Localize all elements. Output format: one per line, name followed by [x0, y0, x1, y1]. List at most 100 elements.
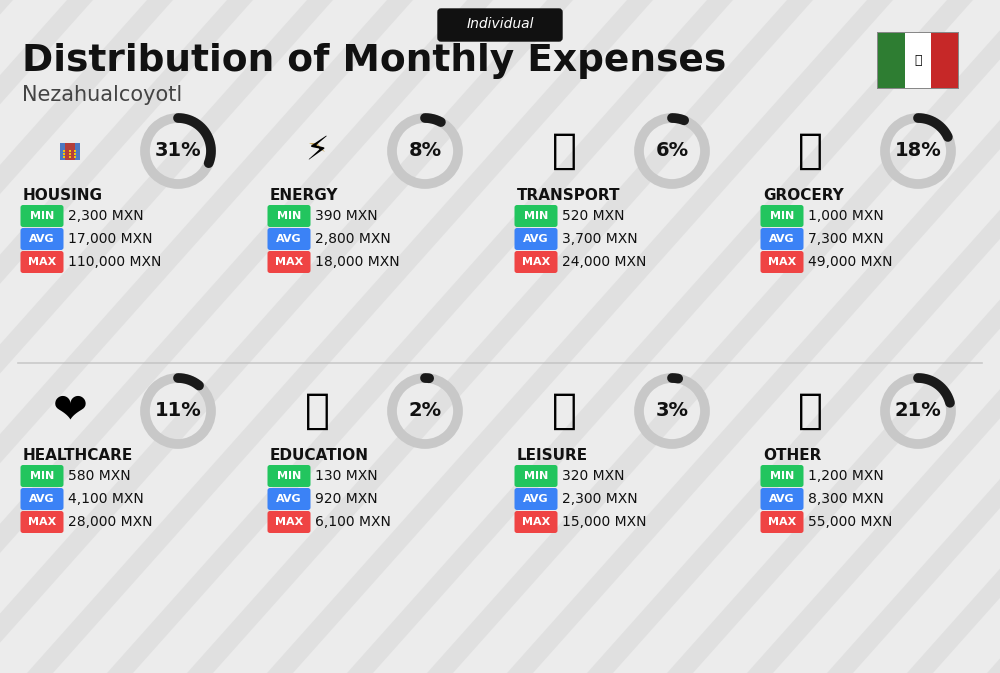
FancyBboxPatch shape [268, 205, 310, 227]
FancyBboxPatch shape [514, 465, 558, 487]
Text: MIN: MIN [30, 211, 54, 221]
FancyBboxPatch shape [63, 155, 65, 158]
Text: 31%: 31% [155, 141, 201, 160]
Text: HOUSING: HOUSING [23, 188, 103, 203]
Text: 2%: 2% [408, 402, 442, 421]
Text: MAX: MAX [275, 517, 303, 527]
Text: 17,000 MXN: 17,000 MXN [68, 232, 152, 246]
Text: 🛒: 🛒 [798, 130, 822, 172]
Text: 15,000 MXN: 15,000 MXN [562, 515, 646, 529]
FancyBboxPatch shape [74, 149, 76, 152]
Text: OTHER: OTHER [763, 448, 821, 464]
Text: MAX: MAX [275, 257, 303, 267]
Text: MAX: MAX [28, 257, 56, 267]
Text: Distribution of Monthly Expenses: Distribution of Monthly Expenses [22, 43, 726, 79]
FancyBboxPatch shape [905, 33, 931, 88]
Text: 18,000 MXN: 18,000 MXN [315, 255, 400, 269]
FancyBboxPatch shape [69, 149, 71, 152]
FancyBboxPatch shape [69, 155, 71, 158]
Text: MIN: MIN [524, 211, 548, 221]
Text: 4,100 MXN: 4,100 MXN [68, 492, 144, 506]
Text: LEISURE: LEISURE [517, 448, 588, 464]
Text: AVG: AVG [769, 494, 795, 504]
FancyBboxPatch shape [74, 153, 76, 155]
FancyBboxPatch shape [514, 511, 558, 533]
Text: MAX: MAX [522, 517, 550, 527]
Text: MIN: MIN [277, 211, 301, 221]
Text: 1,000 MXN: 1,000 MXN [808, 209, 884, 223]
Text: 580 MXN: 580 MXN [68, 469, 131, 483]
Text: AVG: AVG [29, 234, 55, 244]
Text: 2,800 MXN: 2,800 MXN [315, 232, 391, 246]
FancyBboxPatch shape [438, 9, 562, 41]
FancyBboxPatch shape [268, 511, 310, 533]
FancyBboxPatch shape [268, 488, 310, 510]
Text: ❤️: ❤️ [53, 390, 87, 432]
Text: 3%: 3% [656, 402, 688, 421]
Text: ENERGY: ENERGY [270, 188, 338, 203]
Text: AVG: AVG [769, 234, 795, 244]
Text: 7,300 MXN: 7,300 MXN [808, 232, 884, 246]
FancyBboxPatch shape [931, 33, 958, 88]
Text: 49,000 MXN: 49,000 MXN [808, 255, 893, 269]
Text: 2,300 MXN: 2,300 MXN [562, 492, 638, 506]
Text: 8%: 8% [408, 141, 442, 160]
Text: ⚡: ⚡ [305, 133, 329, 166]
FancyBboxPatch shape [268, 251, 310, 273]
FancyBboxPatch shape [761, 251, 804, 273]
Text: EDUCATION: EDUCATION [270, 448, 369, 464]
Text: Individual: Individual [466, 17, 534, 32]
Text: 920 MXN: 920 MXN [315, 492, 378, 506]
FancyBboxPatch shape [20, 511, 64, 533]
Text: 24,000 MXN: 24,000 MXN [562, 255, 646, 269]
FancyBboxPatch shape [514, 228, 558, 250]
Text: MAX: MAX [768, 257, 796, 267]
Text: MIN: MIN [524, 471, 548, 481]
Text: MAX: MAX [768, 517, 796, 527]
Text: 130 MXN: 130 MXN [315, 469, 378, 483]
Text: AVG: AVG [276, 494, 302, 504]
Text: 1,200 MXN: 1,200 MXN [808, 469, 884, 483]
FancyBboxPatch shape [268, 465, 310, 487]
Text: MIN: MIN [277, 471, 301, 481]
Polygon shape [309, 143, 325, 152]
FancyBboxPatch shape [514, 205, 558, 227]
FancyBboxPatch shape [877, 32, 959, 89]
FancyBboxPatch shape [761, 465, 804, 487]
Text: 55,000 MXN: 55,000 MXN [808, 515, 892, 529]
FancyBboxPatch shape [63, 153, 65, 155]
Text: MAX: MAX [522, 257, 550, 267]
Text: AVG: AVG [523, 234, 549, 244]
FancyBboxPatch shape [20, 205, 64, 227]
Text: AVG: AVG [276, 234, 302, 244]
FancyBboxPatch shape [63, 149, 65, 152]
Text: 28,000 MXN: 28,000 MXN [68, 515, 152, 529]
FancyBboxPatch shape [514, 251, 558, 273]
Text: AVG: AVG [29, 494, 55, 504]
FancyBboxPatch shape [20, 488, 64, 510]
FancyBboxPatch shape [878, 33, 905, 88]
Text: 3,700 MXN: 3,700 MXN [562, 232, 638, 246]
FancyBboxPatch shape [761, 488, 804, 510]
Text: 390 MXN: 390 MXN [315, 209, 378, 223]
Text: 🚌: 🚌 [552, 130, 576, 172]
FancyBboxPatch shape [69, 153, 71, 155]
Text: 11%: 11% [155, 402, 201, 421]
Text: 6,100 MXN: 6,100 MXN [315, 515, 391, 529]
Text: 🛍️: 🛍️ [552, 390, 576, 432]
Text: MIN: MIN [770, 471, 794, 481]
Text: Nezahualcoyotl: Nezahualcoyotl [22, 85, 182, 105]
Text: 🦅: 🦅 [914, 54, 922, 67]
Text: 💰: 💰 [798, 390, 822, 432]
Text: 8,300 MXN: 8,300 MXN [808, 492, 884, 506]
FancyBboxPatch shape [268, 228, 310, 250]
Text: 21%: 21% [895, 402, 941, 421]
Text: MIN: MIN [30, 471, 54, 481]
FancyBboxPatch shape [761, 205, 804, 227]
FancyBboxPatch shape [20, 228, 64, 250]
FancyBboxPatch shape [74, 155, 76, 158]
Text: 18%: 18% [895, 141, 941, 160]
Text: AVG: AVG [523, 494, 549, 504]
Text: 110,000 MXN: 110,000 MXN [68, 255, 161, 269]
FancyBboxPatch shape [761, 228, 804, 250]
